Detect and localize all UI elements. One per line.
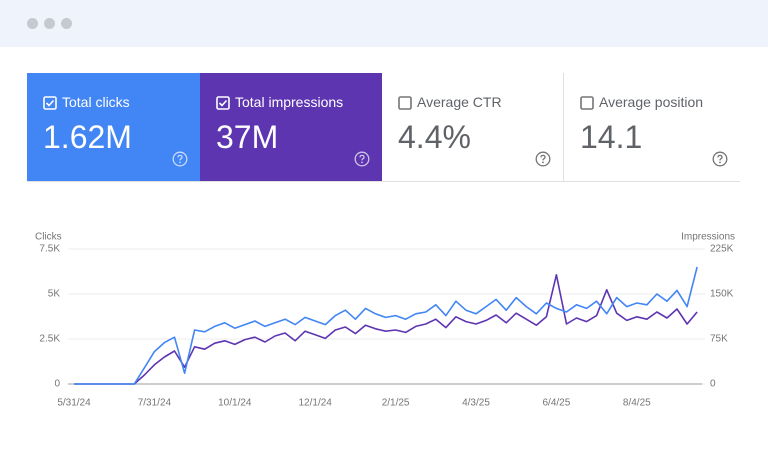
checkbox[interactable] — [580, 96, 594, 110]
window-dot — [44, 18, 55, 29]
y-tick-label: 5K — [48, 289, 61, 300]
metric-value: 1.62M — [43, 119, 132, 155]
metric-card[interactable]: Average position 14.1 — [563, 73, 740, 181]
help-icon[interactable] — [712, 151, 728, 167]
metric-card[interactable]: Total impressions 37M — [200, 73, 382, 181]
x-tick-label: 6/4/25 — [542, 398, 570, 409]
window-bar — [0, 0, 768, 47]
y2-tick-label: 75K — [710, 334, 728, 345]
x-tick-label: 2/1/25 — [382, 398, 410, 409]
x-tick-label: 12/1/24 — [299, 398, 333, 409]
x-tick-label: 7/31/24 — [138, 398, 172, 409]
y-tick-label: 7.5K — [39, 244, 60, 255]
x-tick-label: 5/31/24 — [57, 398, 91, 409]
checkbox[interactable] — [398, 96, 412, 110]
y-axis-label: Clicks — [35, 232, 62, 243]
metric-cards: Total clicks 1.62M Total impressions 37M Ave… — [27, 73, 740, 182]
help-icon[interactable] — [172, 151, 188, 167]
y2-axis-label: Impressions — [681, 232, 735, 243]
y2-tick-label: 0 — [710, 379, 716, 390]
y2-tick-label: 150K — [710, 289, 734, 300]
help-icon[interactable] — [354, 151, 370, 167]
metric-card[interactable]: Average CTR 4.4% — [382, 73, 563, 181]
metric-label: Average CTR — [417, 94, 502, 110]
window-dot — [61, 18, 72, 29]
metric-value: 4.4% — [398, 119, 471, 155]
metric-label: Total impressions — [235, 94, 344, 110]
data-line — [74, 266, 698, 385]
metric-value: 14.1 — [580, 119, 643, 155]
help-icon[interactable] — [535, 151, 551, 167]
data-line — [74, 274, 698, 385]
x-tick-label: 4/3/25 — [462, 398, 490, 409]
y-tick-label: 2.5K — [39, 334, 60, 345]
metric-value: 37M — [216, 119, 279, 155]
x-tick-label: 10/1/24 — [218, 398, 252, 409]
metric-card[interactable]: Total clicks 1.62M — [27, 73, 200, 181]
metric-label: Total clicks — [62, 94, 130, 110]
x-tick-label: 8/4/25 — [623, 398, 651, 409]
y-tick-label: 0 — [54, 379, 60, 390]
checkbox[interactable] — [216, 96, 230, 110]
window-dot — [27, 18, 38, 29]
metric-label: Average position — [599, 94, 704, 110]
y2-tick-label: 225K — [710, 244, 734, 255]
checkbox[interactable] — [43, 96, 57, 110]
